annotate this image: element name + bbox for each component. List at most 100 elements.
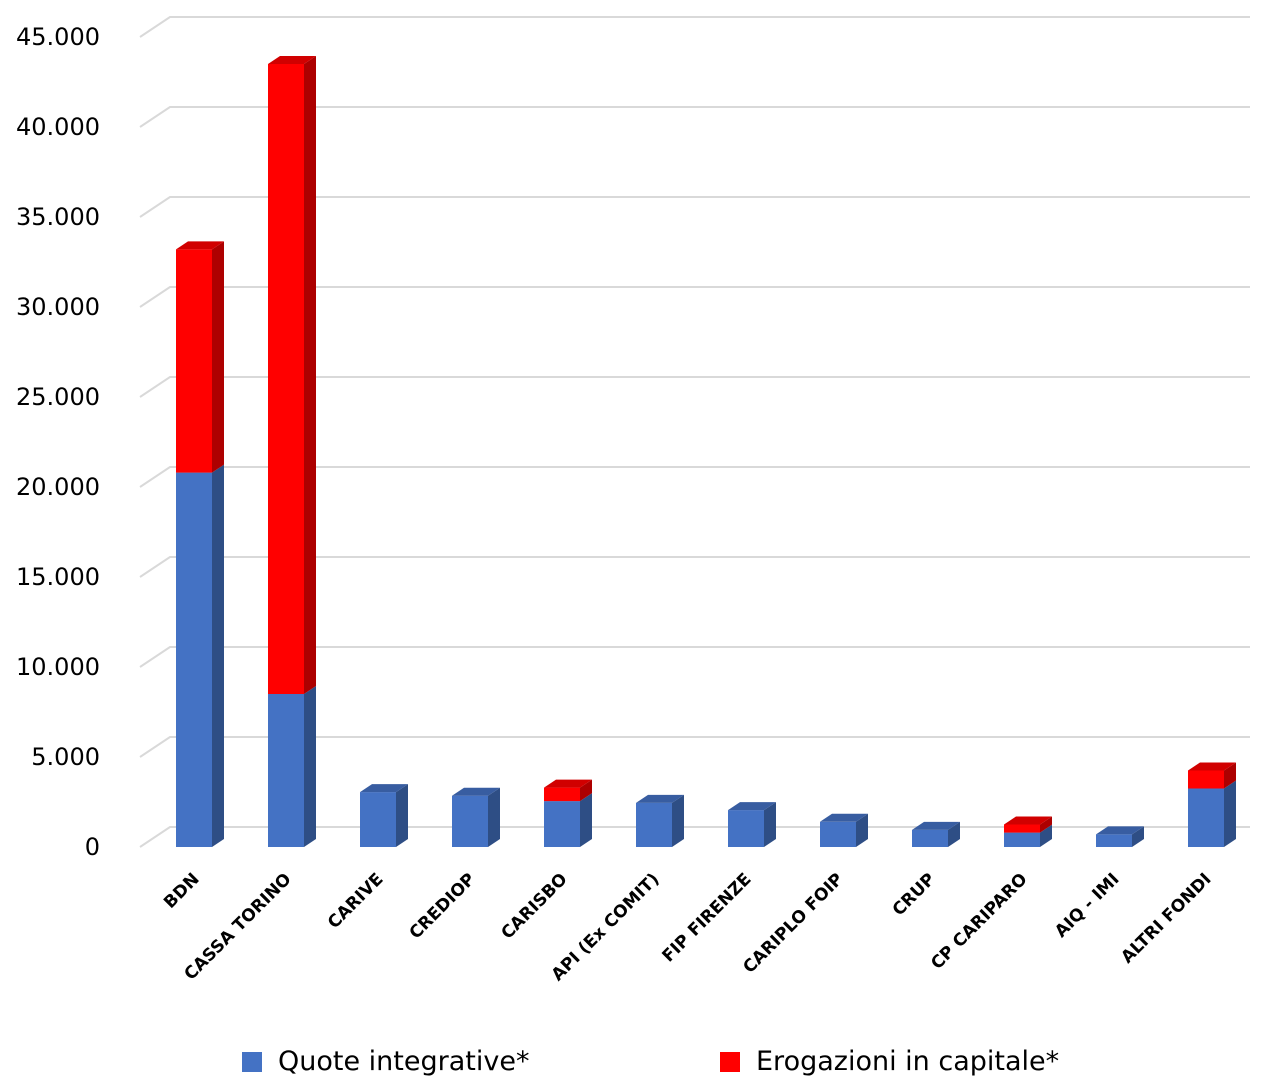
y-tick-label: 35.000 bbox=[16, 203, 100, 231]
bar-side bbox=[1224, 780, 1236, 847]
gridline bbox=[139, 646, 1250, 668]
x-tick-label: CRUP bbox=[889, 869, 940, 920]
bar-side bbox=[948, 821, 960, 847]
bar-front bbox=[1004, 824, 1040, 833]
bar-side bbox=[1040, 816, 1052, 833]
gridline bbox=[139, 556, 1250, 578]
bar-front bbox=[636, 802, 672, 847]
y-tick-label: 10.000 bbox=[16, 653, 100, 681]
bar-side bbox=[488, 787, 500, 847]
bar-bdn-series-1 bbox=[176, 241, 224, 473]
x-tick-label: FIP FIRENZE bbox=[659, 869, 756, 966]
gridline bbox=[139, 466, 1250, 488]
bar-cariplo-foip-series-0 bbox=[820, 813, 868, 847]
y-tick-label: 15.000 bbox=[16, 563, 100, 591]
bar-front bbox=[1188, 770, 1224, 789]
legend-swatch-erogazioni-in-capitale bbox=[720, 1051, 740, 1072]
legend-label-quote-integrative: Quote integrative* bbox=[278, 1046, 530, 1077]
bar-altri-fondi-series-0 bbox=[1188, 780, 1236, 847]
bar-top bbox=[176, 241, 224, 250]
gridline bbox=[139, 826, 1250, 848]
gridline bbox=[139, 16, 1250, 38]
bar-front bbox=[728, 810, 764, 847]
bar-front bbox=[268, 694, 304, 847]
gridline bbox=[139, 286, 1250, 308]
bar-front bbox=[360, 792, 396, 847]
bar-side bbox=[580, 793, 592, 847]
bar-carive-series-0 bbox=[360, 784, 408, 847]
bar-top bbox=[1096, 826, 1144, 835]
bar-top bbox=[1188, 762, 1236, 771]
bar-carisbo-series-0 bbox=[544, 793, 592, 847]
gridline bbox=[139, 736, 1250, 758]
bar-side bbox=[580, 779, 592, 802]
bar-side bbox=[212, 464, 224, 847]
bar-fip-firenze-series-0 bbox=[728, 802, 776, 847]
y-tick-label: 30.000 bbox=[16, 293, 100, 321]
bar-altri-fondi-series-1 bbox=[1188, 762, 1236, 789]
x-tick-label: AIQ - IMI bbox=[1051, 869, 1123, 941]
bar-front bbox=[176, 249, 212, 473]
y-tick-label: 25.000 bbox=[16, 383, 100, 411]
bar-bdn-series-0 bbox=[176, 464, 224, 847]
y-axis-labels: 0 5.000 10.000 15.000 20.000 25.000 30.000 35.0… bbox=[16, 23, 100, 861]
bar-side bbox=[396, 784, 408, 847]
bar-side bbox=[1132, 826, 1144, 847]
bar-top bbox=[452, 787, 500, 796]
bar-front bbox=[912, 829, 948, 847]
bar-side bbox=[672, 794, 684, 847]
bar-front bbox=[1188, 788, 1224, 847]
legend-label-erogazioni-in-capitale: Erogazioni in capitale* bbox=[756, 1046, 1060, 1077]
y-tick-label: 5.000 bbox=[31, 743, 100, 771]
y-tick-label: 45.000 bbox=[16, 23, 100, 51]
x-tick-label: CARIVE bbox=[324, 869, 388, 933]
bar-top bbox=[1004, 816, 1052, 825]
x-tick-label: CARIPLO FOIP bbox=[739, 869, 847, 977]
bar-side bbox=[304, 686, 316, 847]
bar-top bbox=[360, 784, 408, 793]
gridline bbox=[139, 106, 1250, 128]
y-tick-label: 20.000 bbox=[16, 473, 100, 501]
gridline bbox=[139, 376, 1250, 398]
bar-crediop-series-0 bbox=[452, 787, 500, 847]
bar-aiq-imi-series-0 bbox=[1096, 826, 1144, 847]
bar-front bbox=[544, 787, 580, 802]
bar-front bbox=[820, 821, 856, 847]
bar-front bbox=[268, 64, 304, 694]
bars bbox=[176, 56, 1236, 847]
gridline bbox=[139, 196, 1250, 218]
bar-front bbox=[1096, 834, 1132, 847]
bar-top bbox=[544, 779, 592, 788]
bar-cassa-torino-series-1 bbox=[268, 56, 316, 694]
bar-side bbox=[764, 802, 776, 847]
gridlines bbox=[139, 16, 1250, 848]
bar-front bbox=[452, 795, 488, 847]
legend-item-erogazioni-in-capitale: Erogazioni in capitale* bbox=[720, 1046, 1059, 1077]
bar-front bbox=[1004, 832, 1040, 847]
x-tick-label: ALTRI FONDI bbox=[1117, 869, 1215, 967]
bar-cp-cariparo-series-1 bbox=[1004, 816, 1052, 833]
bar-top bbox=[820, 813, 868, 822]
bar-api-ex-comit--series-0 bbox=[636, 794, 684, 847]
bar-side bbox=[856, 813, 868, 847]
y-tick-label: 40.000 bbox=[16, 113, 100, 141]
legend-swatch-quote-integrative bbox=[242, 1051, 262, 1072]
bar-front bbox=[544, 801, 580, 847]
bar-cp-cariparo-series-0 bbox=[1004, 824, 1052, 847]
bar-side bbox=[1040, 824, 1052, 847]
bar-side bbox=[1224, 762, 1236, 789]
bar-front bbox=[176, 472, 212, 847]
bar-cassa-torino-series-0 bbox=[268, 686, 316, 847]
bar-top bbox=[728, 802, 776, 811]
bar-top bbox=[636, 794, 684, 803]
bar-side bbox=[304, 56, 316, 694]
bar-crup-series-0 bbox=[912, 821, 960, 847]
stacked-bar-chart: 0 5.000 10.000 15.000 20.000 25.000 30.000 35.0… bbox=[16, 16, 1250, 985]
bar-side bbox=[212, 241, 224, 473]
bar-top bbox=[912, 821, 960, 830]
bar-top bbox=[268, 56, 316, 64]
bar-carisbo-series-1 bbox=[544, 779, 592, 802]
x-tick-label: CARISBO bbox=[497, 869, 571, 943]
y-tick-label: 0 bbox=[85, 833, 100, 861]
